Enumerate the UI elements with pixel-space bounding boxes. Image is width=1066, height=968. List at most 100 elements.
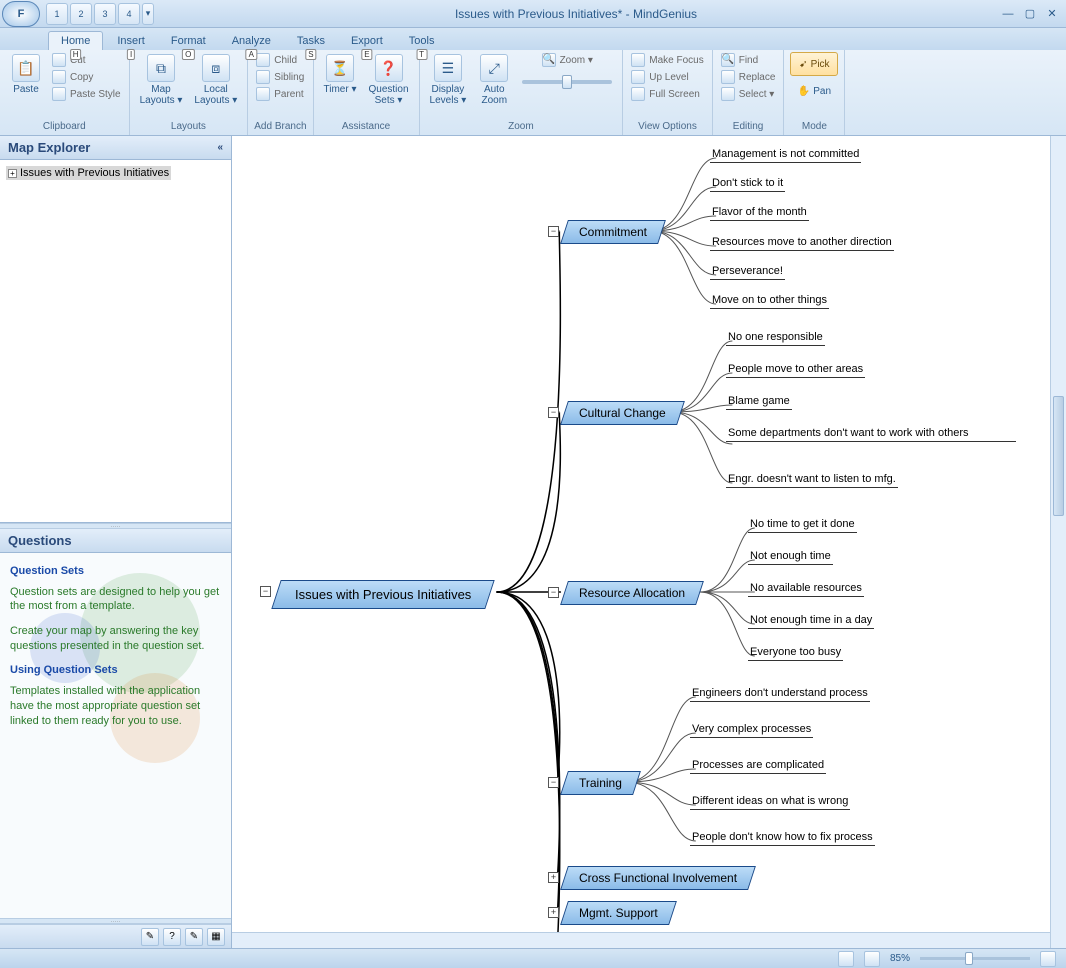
leaf[interactable]: Blame game — [726, 395, 792, 410]
leaf[interactable]: Flavor of the month — [710, 206, 809, 221]
qat-btn-4[interactable]: 4 — [118, 3, 140, 25]
branch-expander-cultural[interactable]: − — [548, 407, 559, 418]
display-levels-button[interactable]: ☰Display Levels ▾ — [426, 52, 471, 108]
timer-button[interactable]: ⏳Timer ▾ — [320, 52, 361, 97]
qat-dropdown[interactable]: ▾ — [142, 3, 154, 25]
map-layouts-button[interactable]: ⧉Map Layouts ▾ — [136, 52, 187, 108]
status-zoom-slider[interactable] — [920, 957, 1030, 960]
status-icon-3[interactable] — [1040, 951, 1056, 967]
minimize-button[interactable]: — — [998, 6, 1018, 22]
up-level-button[interactable]: Up Level — [629, 69, 705, 85]
branch-training[interactable]: Training — [560, 771, 641, 795]
quick-access-toolbar: 1 2 3 4 ▾ — [46, 3, 154, 25]
full-screen-button[interactable]: Full Screen — [629, 86, 705, 102]
local-layouts-button[interactable]: ⧈Local Layouts ▾ — [190, 52, 241, 108]
questions-heading-1: Question Sets — [10, 565, 221, 577]
group-addbranch-label: Add Branch — [254, 120, 306, 133]
toolbar-pencil-icon[interactable]: ✎ — [185, 928, 203, 946]
zoom-slider[interactable] — [522, 80, 612, 84]
select-button[interactable]: Select ▾ — [719, 86, 778, 102]
leaf[interactable]: Resources move to another direction — [710, 236, 894, 251]
copy-button[interactable]: Copy — [50, 69, 123, 85]
toolbar-grid-icon[interactable]: ▦ — [207, 928, 225, 946]
pick-mode-button[interactable]: ➹ Pick — [790, 52, 838, 76]
add-parent-button[interactable]: Parent — [254, 86, 306, 102]
qat-btn-1[interactable]: 1 — [46, 3, 68, 25]
close-button[interactable]: ✕ — [1042, 6, 1062, 22]
leaf[interactable]: Perseverance! — [710, 265, 785, 280]
add-sibling-button[interactable]: Sibling — [254, 69, 306, 85]
group-mode-label: Mode — [790, 120, 838, 133]
status-icon-1[interactable] — [838, 951, 854, 967]
branch-expander-training[interactable]: − — [548, 777, 559, 788]
auto-zoom-button[interactable]: ⤢Auto Zoom — [474, 52, 514, 108]
add-child-button[interactable]: Child — [254, 52, 306, 68]
paste-button[interactable]: 📋Paste — [6, 52, 46, 97]
tab-format[interactable]: FormatO — [159, 32, 218, 50]
questions-text-3: Templates installed with the application… — [10, 684, 221, 729]
leaf[interactable]: Processes are complicated — [690, 759, 826, 774]
pan-mode-button[interactable]: ✋ Pan — [790, 79, 838, 103]
replace-button[interactable]: Replace — [719, 69, 778, 85]
leaf[interactable]: No time to get it done — [748, 518, 857, 533]
leaf[interactable]: People don't know how to fix process — [690, 831, 875, 846]
branch-mgmt-support[interactable]: Mgmt. Support — [560, 901, 677, 925]
leaf[interactable]: Not enough time — [748, 550, 833, 565]
tab-analyze[interactable]: AnalyzeA — [220, 32, 283, 50]
leaf[interactable]: Engineers don't understand process — [690, 687, 870, 702]
branch-expander-resource[interactable]: − — [548, 587, 559, 598]
status-icon-2[interactable] — [864, 951, 880, 967]
leaf[interactable]: Engr. doesn't want to listen to mfg. — [726, 473, 898, 488]
leaf[interactable]: No one responsible — [726, 331, 825, 346]
app-menu-button[interactable]: F — [2, 1, 40, 27]
leaf[interactable]: Very complex processes — [690, 723, 813, 738]
horizontal-scrollbar[interactable] — [232, 932, 1050, 948]
leaf[interactable]: Management is not committed — [710, 148, 861, 163]
question-sets-button[interactable]: ❓Question Sets ▾ — [365, 52, 413, 108]
branch-cross-functional[interactable]: Cross Functional Involvement — [560, 866, 756, 890]
zoom-dropdown[interactable]: 🔍Zoom ▾ — [540, 52, 595, 68]
collapse-explorer-icon[interactable]: « — [217, 142, 223, 153]
branch-commitment[interactable]: Commitment — [560, 220, 666, 244]
qat-btn-2[interactable]: 2 — [70, 3, 92, 25]
toolbar-help-icon[interactable]: ? — [163, 928, 181, 946]
tab-tools[interactable]: ToolsT — [397, 32, 447, 50]
tab-tasks[interactable]: TasksS — [285, 32, 337, 50]
tree-expand-icon[interactable]: + — [8, 169, 17, 178]
root-expander[interactable]: − — [260, 586, 271, 597]
vertical-scrollbar[interactable] — [1050, 136, 1066, 948]
find-button[interactable]: 🔍Find — [719, 52, 778, 68]
group-zoom-label: Zoom — [426, 120, 617, 133]
leaf[interactable]: People move to other areas — [726, 363, 865, 378]
branch-expander-mgmt[interactable]: + — [548, 907, 559, 918]
branch-resource-allocation[interactable]: Resource Allocation — [560, 581, 704, 605]
leaf[interactable]: Move on to other things — [710, 294, 829, 309]
tab-home[interactable]: HomeH — [48, 31, 103, 50]
leaf[interactable]: No available resources — [748, 582, 864, 597]
leaf[interactable]: Don't stick to it — [710, 177, 785, 192]
tab-export[interactable]: ExportE — [339, 32, 395, 50]
leaf[interactable]: Everyone too busy — [748, 646, 843, 661]
tree-root-item[interactable]: + Issues with Previous Initiatives — [6, 166, 171, 180]
branch-cultural-change[interactable]: Cultural Change — [560, 401, 685, 425]
leaf[interactable]: Some departments don't want to work with… — [726, 427, 1016, 442]
group-layouts-label: Layouts — [136, 120, 242, 133]
questions-toolbar: ✎ ? ✎ ▦ — [0, 924, 231, 948]
maximize-button[interactable]: ▢ — [1020, 6, 1040, 22]
qat-btn-3[interactable]: 3 — [94, 3, 116, 25]
branch-expander-crossfunc[interactable]: + — [548, 872, 559, 883]
leaf[interactable]: Different ideas on what is wrong — [690, 795, 850, 810]
map-explorer-header: Map Explorer « — [0, 136, 231, 160]
leaf[interactable]: Not enough time in a day — [748, 614, 874, 629]
questions-text-2: Create your map by answering the key que… — [10, 624, 221, 654]
branch-expander-commitment[interactable]: − — [548, 226, 559, 237]
map-explorer-tree[interactable]: + Issues with Previous Initiatives — [0, 160, 231, 523]
paste-style-button[interactable]: Paste Style — [50, 86, 123, 102]
ribbon: 📋Paste Cut Copy Paste Style Clipboard ⧉M… — [0, 50, 1066, 136]
toolbar-edit-icon[interactable]: ✎ — [141, 928, 159, 946]
mindmap-canvas[interactable]: − Issues with Previous Initiatives − Com… — [232, 136, 1066, 948]
root-node[interactable]: Issues with Previous Initiatives — [271, 580, 495, 609]
make-focus-button[interactable]: Make Focus — [629, 52, 705, 68]
tab-insert[interactable]: InsertI — [105, 32, 157, 50]
cut-button[interactable]: Cut — [50, 52, 123, 68]
